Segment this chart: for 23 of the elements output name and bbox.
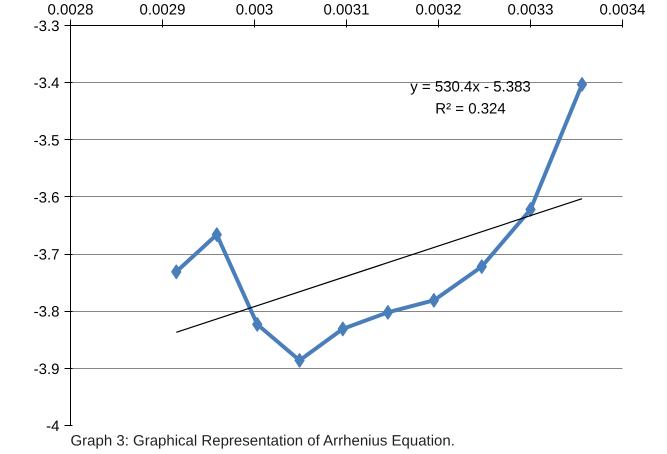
x-tick-label: 0.0028: [48, 2, 94, 18]
point: [576, 76, 588, 92]
x-tick-label: 0.0034: [600, 2, 646, 18]
y-tick-label: -3.8: [34, 304, 60, 321]
x-tick-label: 0.0032: [416, 2, 462, 18]
point: [382, 304, 394, 320]
y-tick-label: -3.4: [34, 75, 60, 92]
annotation: R² = 0.324: [435, 100, 506, 118]
x-tick-label: 0.0033: [508, 2, 554, 18]
y-tick-label: -3.6: [34, 189, 60, 206]
point: [294, 352, 305, 368]
y-tick-label: -4: [46, 418, 60, 435]
caption: Graph 3: Graphical Representation of Arrhenius Equation.: [70, 432, 455, 450]
x-tick-label: 0.0031: [324, 2, 370, 18]
x-tick-label: 0.0029: [140, 2, 186, 18]
y-tick-label: -3.7: [34, 246, 60, 264]
y-tick-label: -3.9: [34, 360, 60, 378]
point: [525, 202, 536, 217]
y-tick-label: -3.5: [34, 132, 60, 150]
annotation: y = 530.4x - 5.383: [410, 78, 531, 96]
x-tick-label: 0.003: [236, 2, 274, 18]
point: [428, 292, 440, 308]
y-tick-label: -3.3: [34, 18, 60, 35]
